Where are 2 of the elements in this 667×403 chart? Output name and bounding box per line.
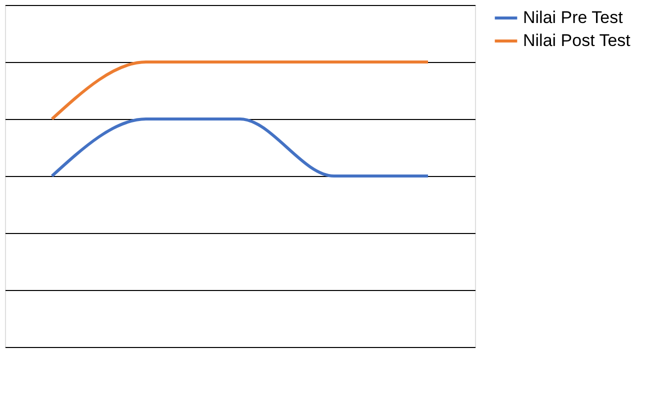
legend-label: Nilai Post Test xyxy=(523,31,631,50)
legend-label: Nilai Pre Test xyxy=(523,8,624,27)
